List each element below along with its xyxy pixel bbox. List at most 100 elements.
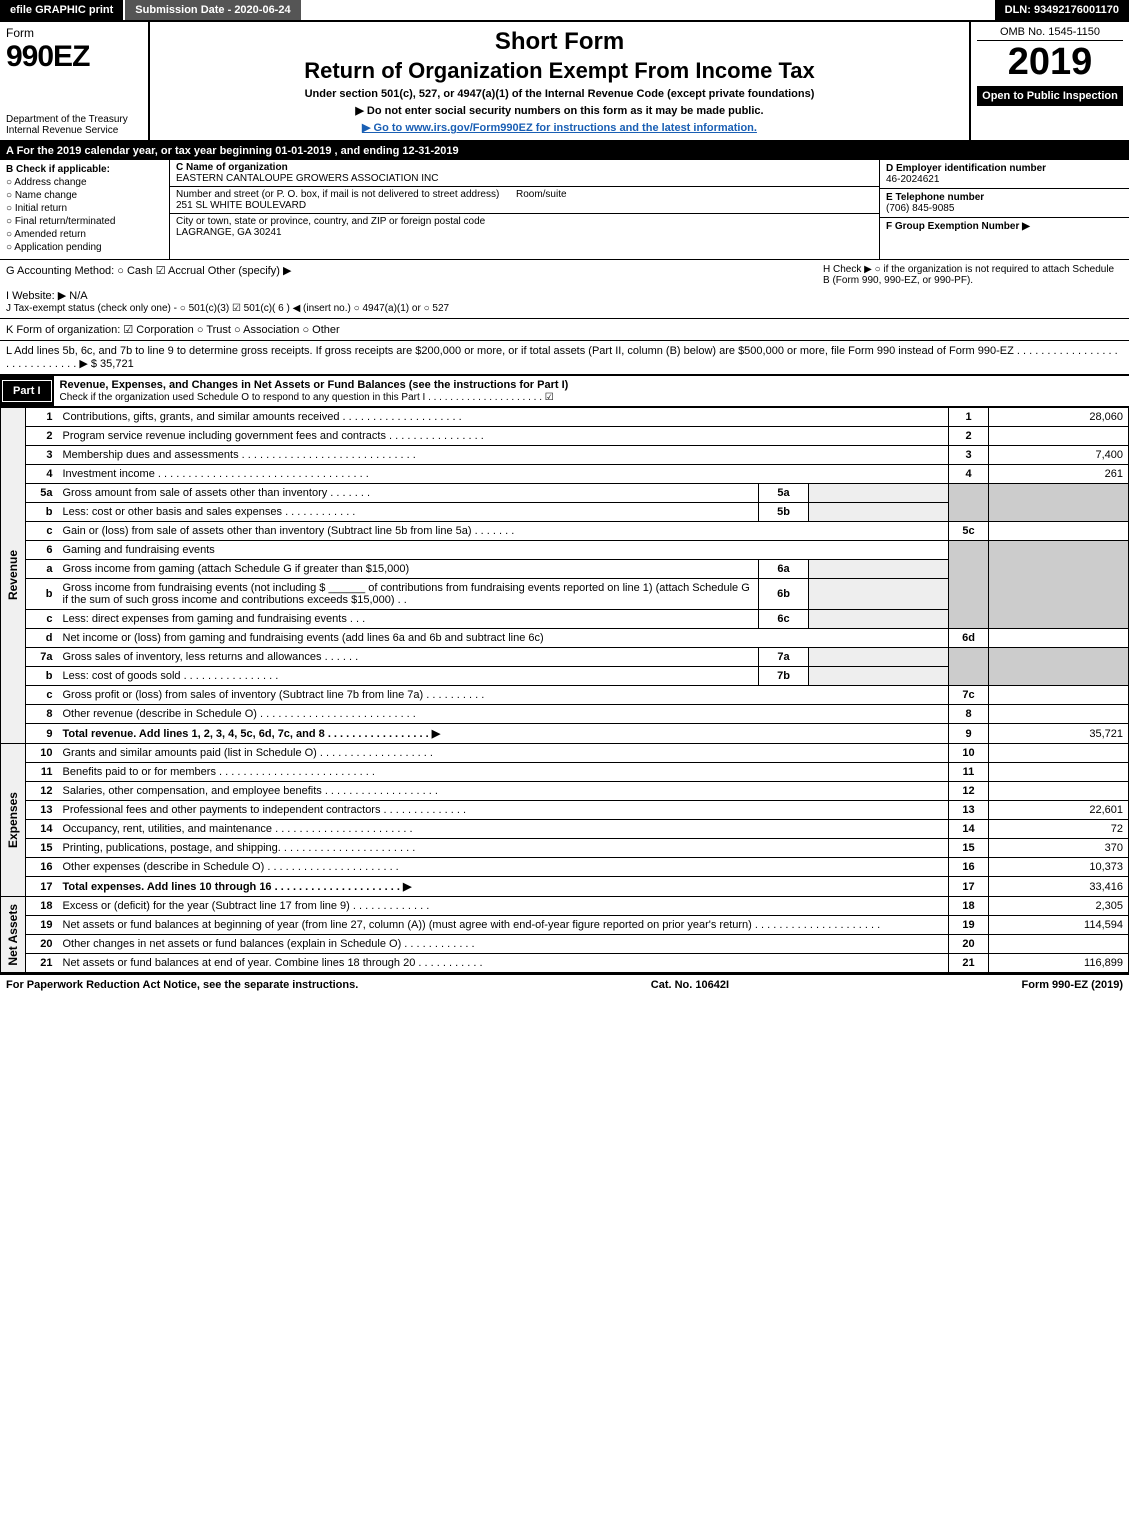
ein-row: D Employer identification number 46-2024… <box>880 160 1129 189</box>
l6a-no: a <box>26 560 58 579</box>
h-schedule-b: H Check ▶ ○ if the organization is not r… <box>823 264 1123 286</box>
lines-table: Revenue 1 Contributions, gifts, grants, … <box>0 407 1129 973</box>
l7c-no: c <box>26 686 58 705</box>
l11-desc: Benefits paid to or for members . . . . … <box>58 763 949 782</box>
l6a-desc: Gross income from gaming (attach Schedul… <box>58 560 759 579</box>
l5c-amt <box>989 522 1129 541</box>
l7b-val <box>809 667 949 686</box>
l1-no: 1 <box>26 408 58 427</box>
tax-year-line: A For the 2019 calendar year, or tax yea… <box>0 142 1129 160</box>
l20-desc: Other changes in net assets or fund bala… <box>58 935 949 954</box>
j-tax-exempt: J Tax-exempt status (check only one) - ○… <box>6 303 449 314</box>
l6-desc: Gaming and fundraising events <box>58 541 949 560</box>
l3-rn: 3 <box>949 446 989 465</box>
l3-no: 3 <box>26 446 58 465</box>
chk-address-change[interactable]: Address change <box>6 177 163 188</box>
l4-desc: Investment income . . . . . . . . . . . … <box>58 465 949 484</box>
l9-amt: 35,721 <box>989 724 1129 744</box>
l17-desc: Total expenses. Add lines 10 through 16 … <box>58 877 949 897</box>
l5b-desc: Less: cost or other basis and sales expe… <box>58 503 759 522</box>
l7b-desc: Less: cost of goods sold . . . . . . . .… <box>58 667 759 686</box>
top-bar: efile GRAPHIC print Submission Date - 20… <box>0 0 1129 22</box>
l9-rn: 9 <box>949 724 989 744</box>
l15-rn: 15 <box>949 839 989 858</box>
line-19: 19Net assets or fund balances at beginni… <box>1 916 1129 935</box>
city-state-zip: LAGRANGE, GA 30241 <box>176 227 282 238</box>
chk-final-return[interactable]: Final return/terminated <box>6 216 163 227</box>
goto-link[interactable]: ▶ Go to www.irs.gov/Form990EZ for instru… <box>158 121 961 134</box>
line-3: 3 Membership dues and assessments . . . … <box>1 446 1129 465</box>
chk-amended-return[interactable]: Amended return <box>6 229 163 240</box>
l-gross-receipts: L Add lines 5b, 6c, and 7b to line 9 to … <box>0 341 1129 375</box>
l4-amt: 261 <box>989 465 1129 484</box>
l6-rn-shade <box>949 541 989 629</box>
checkbox-column: B Check if applicable: Address change Na… <box>0 160 170 259</box>
l2-rn: 2 <box>949 427 989 446</box>
l1-desc: Contributions, gifts, grants, and simila… <box>58 408 949 427</box>
l16-no: 16 <box>26 858 58 877</box>
l5a-desc: Gross amount from sale of assets other t… <box>58 484 759 503</box>
l5ab-rn-shade <box>949 484 989 522</box>
g-h-row: H Check ▶ ○ if the organization is not r… <box>0 260 1129 319</box>
l6b-val <box>809 579 949 610</box>
l2-desc: Program service revenue including govern… <box>58 427 949 446</box>
l6d-rn: 6d <box>949 629 989 648</box>
l6d-no: d <box>26 629 58 648</box>
l12-rn: 12 <box>949 782 989 801</box>
tax-year: 2019 <box>977 41 1123 84</box>
l9-no: 9 <box>26 724 58 744</box>
city-row: City or town, state or province, country… <box>170 214 879 240</box>
ein: 46-2024621 <box>886 174 939 185</box>
org-name: EASTERN CANTALOUPE GROWERS ASSOCIATION I… <box>176 173 438 184</box>
l13-desc: Professional fees and other payments to … <box>58 801 949 820</box>
l1-rn: 1 <box>949 408 989 427</box>
l6a-val <box>809 560 949 579</box>
line-13: 13Professional fees and other payments t… <box>1 801 1129 820</box>
part-i-subtitle: Check if the organization used Schedule … <box>60 392 554 403</box>
l12-desc: Salaries, other compensation, and employ… <box>58 782 949 801</box>
name-column: C Name of organization EASTERN CANTALOUP… <box>170 160 879 259</box>
l12-amt <box>989 782 1129 801</box>
page-footer: For Paperwork Reduction Act Notice, see … <box>0 973 1129 995</box>
l21-amt: 116,899 <box>989 954 1129 973</box>
subtitle: Under section 501(c), 527, or 4947(a)(1)… <box>158 88 961 100</box>
l11-amt <box>989 763 1129 782</box>
l9-desc: Total revenue. Add lines 1, 2, 3, 4, 5c,… <box>58 724 949 744</box>
l12-no: 12 <box>26 782 58 801</box>
l5a-box: 5a <box>759 484 809 503</box>
l20-rn: 20 <box>949 935 989 954</box>
l7ab-rn-shade <box>949 648 989 686</box>
submission-date: Submission Date - 2020-06-24 <box>125 0 302 20</box>
form-header: Form 990EZ Department of the Treasury In… <box>0 22 1129 142</box>
main-title: Return of Organization Exempt From Incom… <box>158 58 961 84</box>
form-word: Form <box>6 26 142 40</box>
line-17: 17Total expenses. Add lines 10 through 1… <box>1 877 1129 897</box>
line-18: Net Assets 18Excess or (deficit) for the… <box>1 897 1129 916</box>
l16-rn: 16 <box>949 858 989 877</box>
l14-desc: Occupancy, rent, utilities, and maintena… <box>58 820 949 839</box>
line-21: 21Net assets or fund balances at end of … <box>1 954 1129 973</box>
line-12: 12Salaries, other compensation, and empl… <box>1 782 1129 801</box>
chk-initial-return[interactable]: Initial return <box>6 203 163 214</box>
chk-application-pending[interactable]: Application pending <box>6 242 163 253</box>
l9-desc-text: Total revenue. Add lines 1, 2, 3, 4, 5c,… <box>63 728 441 740</box>
line-5c: c Gain or (loss) from sale of assets oth… <box>1 522 1129 541</box>
l5c-rn: 5c <box>949 522 989 541</box>
l21-rn: 21 <box>949 954 989 973</box>
e-label: E Telephone number <box>886 192 984 203</box>
l10-rn: 10 <box>949 744 989 763</box>
chk-name-change[interactable]: Name change <box>6 190 163 201</box>
l10-no: 10 <box>26 744 58 763</box>
l18-amt: 2,305 <box>989 897 1129 916</box>
l21-no: 21 <box>26 954 58 973</box>
line-10: Expenses 10 Grants and similar amounts p… <box>1 744 1129 763</box>
efile-button[interactable]: efile GRAPHIC print <box>0 0 125 20</box>
l5c-desc: Gain or (loss) from sale of assets other… <box>58 522 949 541</box>
l2-no: 2 <box>26 427 58 446</box>
l7a-val <box>809 648 949 667</box>
irs-link[interactable]: ▶ Go to www.irs.gov/Form990EZ for instru… <box>362 122 757 134</box>
omb-number: OMB No. 1545-1150 <box>977 26 1123 41</box>
l8-desc: Other revenue (describe in Schedule O) .… <box>58 705 949 724</box>
l16-amt: 10,373 <box>989 858 1129 877</box>
l19-rn: 19 <box>949 916 989 935</box>
